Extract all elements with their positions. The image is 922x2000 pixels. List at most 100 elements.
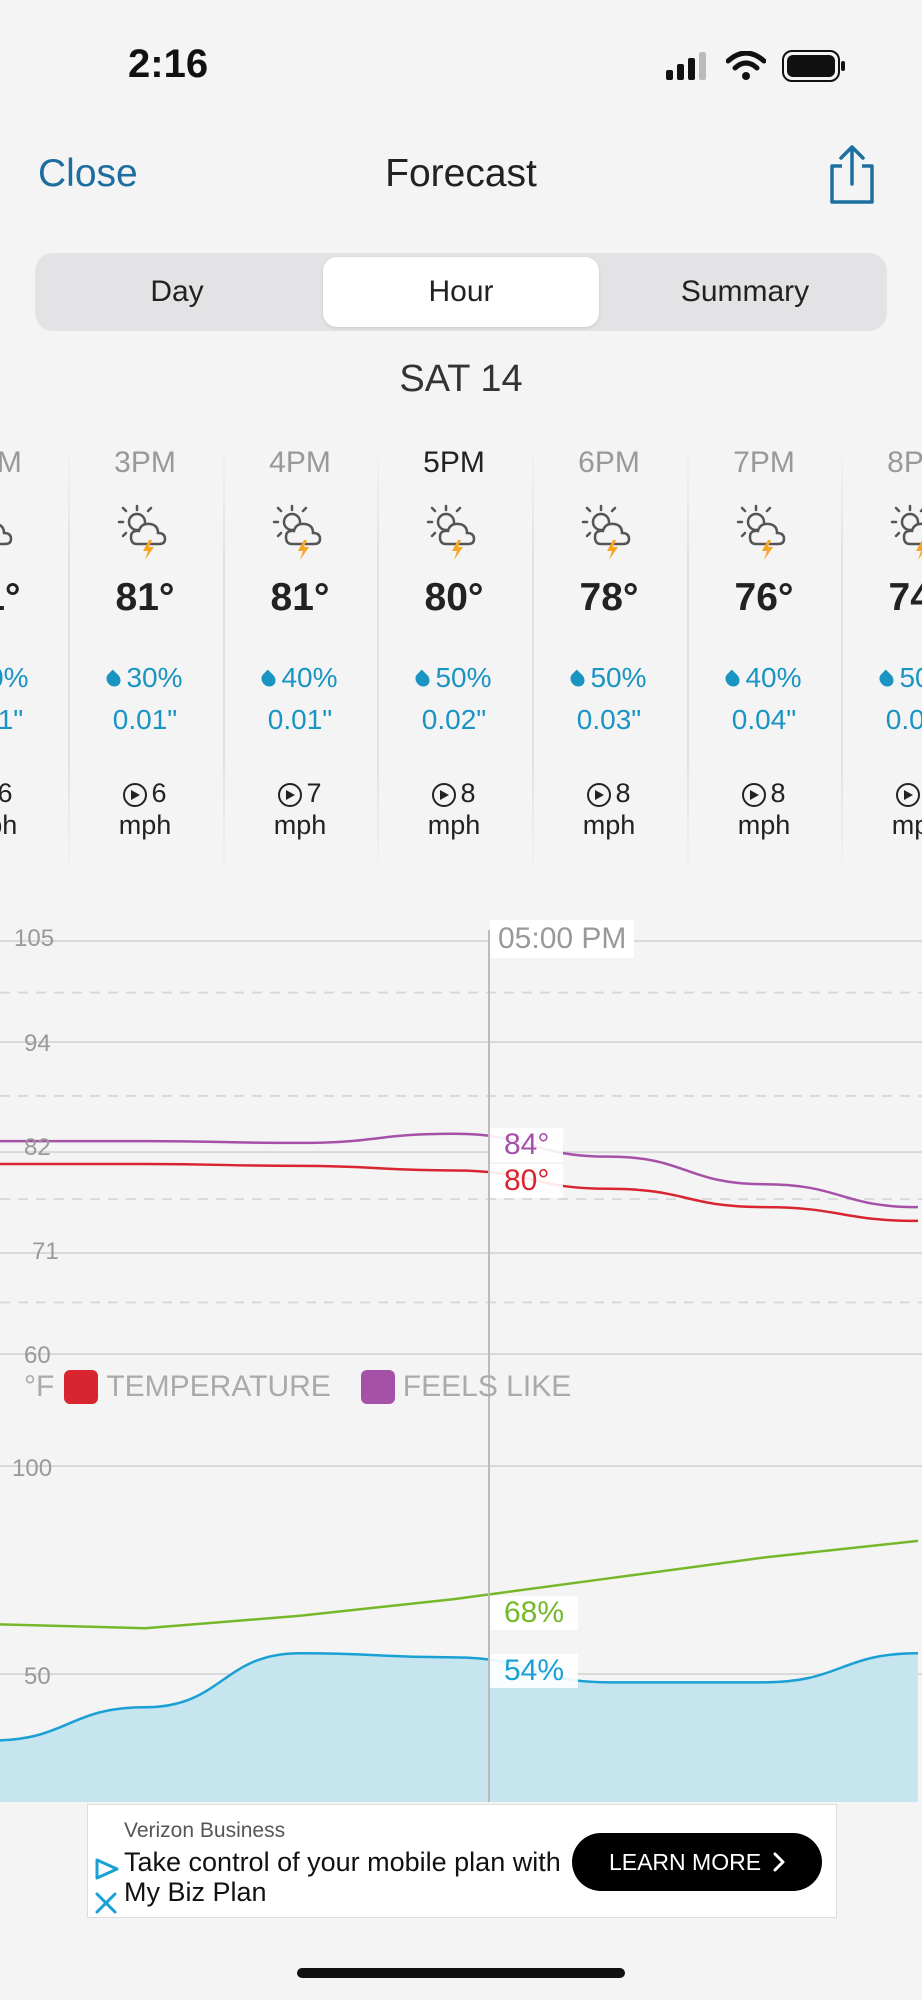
green-value: 68% xyxy=(490,1596,579,1630)
precip-chance-value: 50% xyxy=(899,662,922,693)
wind-speed-value: 8 xyxy=(460,778,476,808)
chart-legend: °F TEMPERATURE FEELS LIKE xyxy=(24,1370,571,1404)
column-divider xyxy=(223,438,225,883)
thunderstorm-partly-sunny-icon xyxy=(736,504,786,560)
wind-unit: mph xyxy=(582,810,636,840)
column-divider xyxy=(687,438,689,883)
hour-column[interactable]: 6PM 78° 50% 0.03" 8 mph xyxy=(532,438,686,883)
precip-amount: 0.01" xyxy=(267,704,333,735)
precip-chance-value: 30% xyxy=(0,662,29,693)
wind-speed-value: 6 xyxy=(0,778,13,808)
blue-value: 54% xyxy=(490,1654,579,1688)
status-time: 2:16 xyxy=(128,42,209,86)
hourly-forecast-strip[interactable]: 2PM81°30%0.01"6mph3PM81°30%0.01"6mph4PM8… xyxy=(0,438,922,883)
thunderstorm-partly-sunny-icon xyxy=(426,504,476,560)
wind-direction-icon xyxy=(278,782,303,807)
forecast-charts[interactable] xyxy=(0,0,922,1802)
precip-chance: 40% xyxy=(223,662,377,694)
wind-direction-icon xyxy=(123,782,148,807)
hour-label: 8PM xyxy=(887,446,922,479)
precip-chance-value: 50% xyxy=(435,662,492,693)
legend-feels-like: FEELS LIKE xyxy=(402,1370,572,1403)
precip-amount: 0.02" xyxy=(421,704,487,735)
thunderstorm-partly-sunny-icon xyxy=(272,504,322,560)
column-divider xyxy=(841,438,843,883)
thunderstorm-partly-sunny-icon xyxy=(117,504,167,560)
page-title: Forecast xyxy=(385,152,537,195)
hour-temperature: 78° xyxy=(579,576,639,619)
wind-speed: 7 xyxy=(223,778,377,809)
hour-column[interactable]: 4PM 81° 40% 0.01" 7 mph xyxy=(223,438,377,883)
home-indicator xyxy=(297,1968,625,1978)
wind-unit: mph xyxy=(0,810,18,840)
precip-amount: 0.03" xyxy=(576,704,642,735)
hour-temperature: 81° xyxy=(270,576,330,619)
temp-tick-71: 71 xyxy=(32,1238,59,1265)
signal-icon xyxy=(666,52,706,80)
precip-chance: 30% xyxy=(0,662,68,694)
precip-amount: 0.04" xyxy=(731,704,797,735)
tab-summary[interactable]: Summary xyxy=(680,275,810,308)
feels-like-swatch xyxy=(360,1370,395,1404)
feels-like-line xyxy=(0,1132,919,1209)
battery-icon xyxy=(782,50,845,82)
precip-area xyxy=(0,1653,918,1802)
hour-column[interactable]: 2PM 81° 30% 0.01" 6 mph xyxy=(0,438,68,883)
temp-tick-60: 60 xyxy=(24,1342,51,1369)
hour-label: 3PM xyxy=(114,446,176,479)
column-divider xyxy=(377,438,379,883)
temperature-swatch xyxy=(64,1370,99,1404)
ad-close-icon[interactable] xyxy=(94,1891,118,1915)
ad-sponsor: Verizon Business xyxy=(124,1819,286,1842)
thunderstorm-partly-sunny-icon xyxy=(581,504,631,560)
precip-amount: 0.01" xyxy=(112,704,178,735)
column-divider xyxy=(68,438,70,883)
temp-tick-82: 82 xyxy=(24,1134,51,1161)
tab-hour[interactable]: Hour xyxy=(323,257,599,327)
wind-unit: mph xyxy=(737,810,791,840)
wind-direction-icon xyxy=(742,782,767,807)
precip-amount: 0.05" xyxy=(885,704,922,735)
wind-speed: 6 xyxy=(0,778,68,809)
hour-column[interactable]: 5PM 80° 50% 0.02" 8 mph xyxy=(377,438,531,883)
feels-like-value: 84° xyxy=(490,1128,564,1162)
hour-label: 4PM xyxy=(269,446,331,479)
green-line xyxy=(0,1539,919,1630)
learn-more-button[interactable]: LEARN MORE xyxy=(572,1833,822,1891)
hour-temperature: 74° xyxy=(888,576,922,619)
hour-column[interactable]: 7PM 76° 40% 0.04" 8 mph xyxy=(687,438,841,883)
ad-choices-icon[interactable] xyxy=(94,1857,120,1881)
unit-label: °F xyxy=(24,1370,55,1403)
hour-label: 7PM xyxy=(733,446,795,479)
hour-label: 6PM xyxy=(578,446,640,479)
wind-speed: 6 xyxy=(68,778,222,809)
wind-speed-value: 8 xyxy=(615,778,631,808)
wind-speed-value: 6 xyxy=(151,778,167,808)
precip-chance-value: 50% xyxy=(590,662,647,693)
hour-label: 2PM xyxy=(0,446,22,479)
precip-chance: 40% xyxy=(687,662,841,694)
wind-unit: mph xyxy=(427,810,481,840)
wind-speed: 8 xyxy=(687,778,841,809)
hour-temperature: 81° xyxy=(115,576,175,619)
ad-headline: Take control of your mobile plan with My… xyxy=(124,1847,561,1907)
hour-label: 5PM xyxy=(423,446,485,479)
close-button[interactable]: Close xyxy=(38,152,138,195)
precip-chance-value: 40% xyxy=(281,662,338,693)
ad-banner[interactable]: Verizon Business Take control of your mo… xyxy=(87,1804,837,1918)
chevron-right-icon xyxy=(773,1852,785,1872)
wind-unit: mph xyxy=(118,810,172,840)
wind-unit: mph xyxy=(891,810,922,840)
wind-direction-icon xyxy=(432,782,457,807)
share-icon[interactable] xyxy=(824,144,880,206)
wind-unit: mph xyxy=(273,810,327,840)
status-icons xyxy=(666,50,846,82)
tab-day[interactable]: Day xyxy=(150,275,204,308)
wind-speed: 8 xyxy=(532,778,686,809)
precip-amount: 0.01" xyxy=(0,704,24,735)
precip-chance: 50% xyxy=(377,662,531,694)
selected-time-label: 05:00 PM xyxy=(490,920,635,958)
hour-column[interactable]: 3PM 81° 30% 0.01" 6 mph xyxy=(68,438,222,883)
precip-chance-value: 40% xyxy=(745,662,802,693)
